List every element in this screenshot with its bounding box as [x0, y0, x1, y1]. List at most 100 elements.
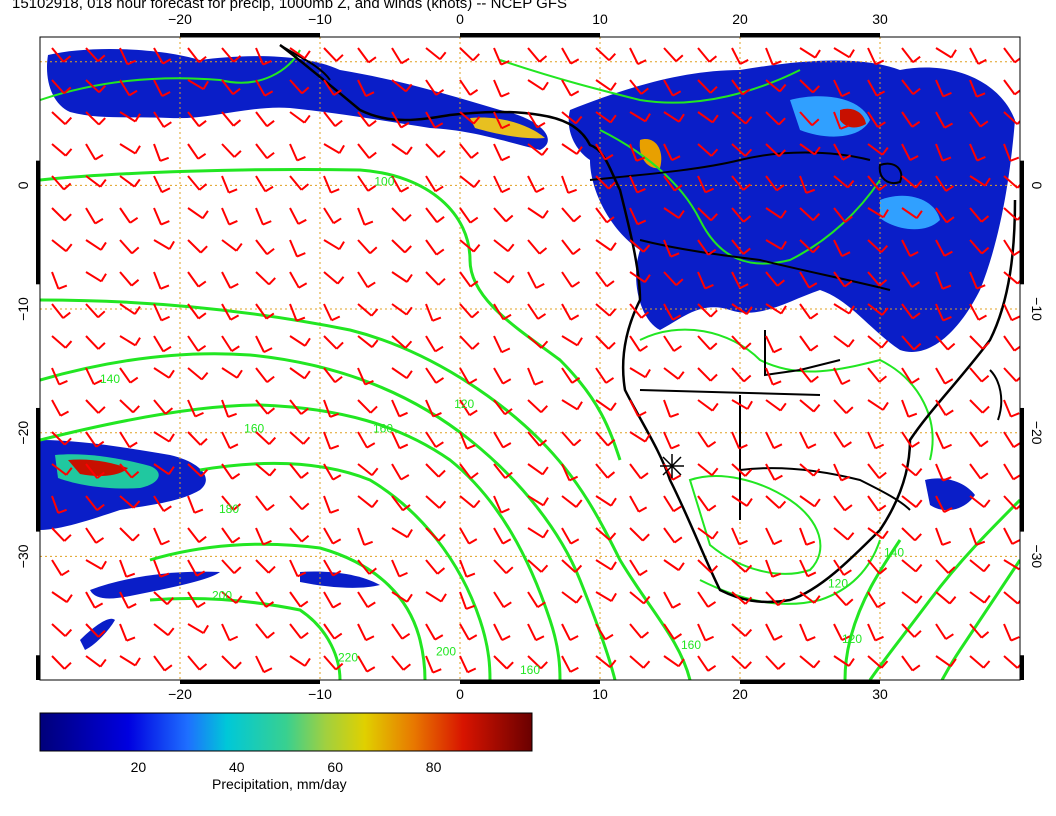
- wind-barb-flag: [576, 146, 583, 155]
- wind-barb: [697, 143, 713, 157]
- lat-label-left: −20: [15, 421, 31, 445]
- wind-barb-flag: [95, 440, 105, 448]
- wind-barb: [867, 399, 884, 411]
- wind-barb-flag: [542, 81, 549, 91]
- wind-barb-flag: [609, 659, 617, 668]
- wind-barb-flag: [876, 90, 886, 97]
- wind-barb-flag: [981, 374, 990, 383]
- wind-barb: [323, 623, 336, 640]
- wind-barb-flag: [879, 279, 888, 287]
- wind-barb: [935, 143, 944, 162]
- wind-barb-flag: [605, 377, 615, 384]
- wind-barb: [527, 463, 544, 476]
- lon-label-top: 10: [592, 11, 608, 27]
- wind-barb: [731, 111, 747, 125]
- wind-barb: [1003, 559, 1020, 571]
- wind-barb: [1003, 495, 1017, 510]
- wind-barb-flag: [365, 635, 375, 642]
- wind-barb: [561, 399, 578, 411]
- wind-barb-flag: [536, 121, 546, 129]
- wind-barb: [833, 367, 843, 385]
- wind-barb: [255, 335, 265, 353]
- wind-barb: [85, 271, 102, 283]
- wind-barb-flag: [946, 216, 955, 224]
- wind-barb: [493, 335, 503, 353]
- wind-barb-flag: [812, 85, 820, 94]
- wind-barb: [357, 463, 373, 477]
- wind-barb-flag: [844, 280, 853, 288]
- wind-barb: [969, 559, 985, 573]
- wind-barb: [833, 527, 849, 541]
- wind-barb: [663, 207, 680, 219]
- wind-barb: [527, 175, 537, 193]
- wind-barb-flag: [131, 471, 140, 479]
- wind-barb-flag: [98, 85, 107, 93]
- wind-barb-flag: [841, 379, 851, 386]
- wind-barb: [527, 79, 544, 91]
- wind-barb-flag: [744, 628, 753, 637]
- wind-barb: [765, 559, 774, 578]
- wind-barb: [833, 463, 843, 481]
- wind-barb: [119, 303, 136, 315]
- wind-barb: [901, 431, 913, 448]
- wind-barb: [425, 239, 438, 256]
- wind-barb: [629, 399, 639, 417]
- lat-label-left: −30: [15, 544, 31, 568]
- wind-barb: [969, 207, 983, 223]
- wind-barb: [187, 335, 199, 352]
- wind-barb-flag: [739, 283, 749, 290]
- wind-barb-flag: [65, 467, 73, 476]
- wind-barb: [459, 303, 473, 319]
- wind-barb: [561, 495, 577, 508]
- wind-barb-flag: [976, 156, 986, 162]
- wind-barb: [833, 79, 843, 97]
- wind-barb-flag: [404, 245, 412, 254]
- wind-barb-flag: [878, 375, 888, 383]
- wind-barb-flag: [335, 662, 344, 671]
- wind-barb-flag: [669, 412, 679, 418]
- wind-barb-flag: [300, 407, 309, 415]
- wind-barb-flag: [201, 371, 209, 381]
- wind-barb: [663, 239, 672, 258]
- wind-barb-flag: [163, 505, 172, 512]
- wind-barb-flag: [773, 474, 783, 481]
- wind-barb: [867, 367, 881, 383]
- wind-barb-flag: [742, 247, 751, 255]
- wind-barb-flag: [94, 154, 104, 161]
- wind-barb-flag: [542, 209, 549, 219]
- wind-barb: [969, 79, 978, 98]
- wind-barb-flag: [1010, 636, 1020, 642]
- wind-barb: [595, 591, 612, 603]
- wind-barb-flag: [808, 282, 818, 289]
- wind-barb-flag: [845, 598, 854, 607]
- wind-barb-flag: [163, 121, 172, 128]
- wind-barb-flag: [571, 377, 581, 384]
- wind-barb-flag: [470, 472, 479, 480]
- wind-barb: [153, 175, 163, 193]
- wind-barb-flag: [880, 244, 889, 253]
- wind-barb-flag: [471, 342, 480, 350]
- wind-barb: [85, 623, 100, 638]
- wind-barb: [799, 207, 814, 221]
- wind-barb-flag: [773, 347, 783, 354]
- wind-barb: [629, 367, 646, 379]
- wind-barb: [731, 47, 742, 65]
- wind-barb: [901, 399, 910, 418]
- lon-label-top: 30: [872, 11, 888, 27]
- wind-barb-flag: [942, 476, 952, 482]
- wind-barb: [153, 623, 169, 636]
- wind-barb-flag: [915, 499, 923, 508]
- wind-barb-flag: [160, 572, 170, 578]
- wind-barb-flag: [296, 155, 306, 162]
- wind-barb-flag: [945, 409, 954, 417]
- wind-barb: [119, 79, 131, 96]
- wind-barb: [119, 431, 131, 448]
- wind-barb-flag: [405, 306, 413, 316]
- wind-barb: [323, 111, 336, 127]
- wind-barb: [527, 111, 539, 128]
- wind-barb-flag: [912, 87, 921, 95]
- wind-barb-flag: [99, 658, 107, 668]
- wind-barb-flag: [608, 532, 617, 541]
- wind-barb-flag: [540, 405, 549, 414]
